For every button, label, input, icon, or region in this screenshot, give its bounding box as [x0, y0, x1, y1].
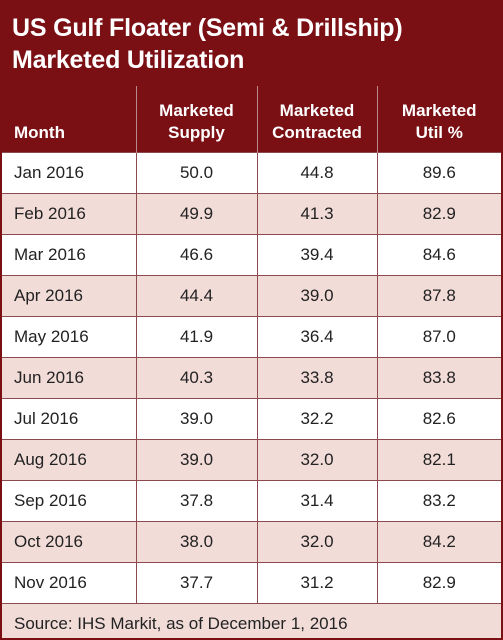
month-cell: Feb 2016: [2, 192, 136, 234]
month-cell: Jul 2016: [2, 397, 136, 439]
month-cell: May 2016: [2, 315, 136, 357]
column-header-line: Util %: [415, 122, 463, 142]
value-cell: 36.4: [256, 315, 377, 357]
value-cell: 32.2: [256, 397, 377, 439]
table-row: May 2016 41.9 36.4 87.0: [2, 315, 501, 357]
source-row: Source: IHS Markit, as of December 1, 20…: [2, 602, 501, 638]
value-cell: 82.1: [376, 438, 501, 480]
column-header-2: Marketed Contracted: [256, 86, 377, 152]
column-header-line: Marketed: [159, 100, 234, 120]
value-cell: 49.9: [135, 192, 257, 234]
table-row: Apr 2016 44.4 39.0 87.8: [2, 274, 501, 316]
table-row: Nov 2016 37.7 31.2 82.9: [2, 561, 501, 603]
column-header-line: Contracted: [272, 122, 362, 142]
table-row: Jul 2016 39.0 32.2 82.6: [2, 397, 501, 439]
value-cell: 37.7: [135, 561, 257, 603]
column-header-line: Marketed: [401, 100, 477, 120]
header-row: Month Marketed Supply Marketed Contracted Mar…: [2, 86, 501, 152]
value-cell: 39.0: [135, 438, 257, 480]
value-cell: 44.4: [135, 274, 257, 316]
table-header: Month Marketed Supply Marketed Contracted Mar…: [2, 86, 501, 152]
column-header-line: Month: [14, 122, 65, 142]
value-cell: 32.0: [256, 438, 377, 480]
value-cell: 44.8: [256, 151, 377, 193]
value-cell: 82.9: [376, 561, 501, 603]
column-header-3: Marketed Util %: [376, 86, 501, 152]
table-row: Aug 2016 39.0 32.0 82.1: [2, 438, 501, 480]
value-cell: 39.0: [256, 274, 377, 316]
value-cell: 87.0: [376, 315, 501, 357]
month-cell: Jun 2016: [2, 356, 136, 398]
value-cell: 82.9: [376, 192, 501, 234]
value-cell: 87.8: [376, 274, 501, 316]
column-header-1: Marketed Supply: [135, 86, 257, 152]
value-cell: 84.6: [376, 233, 501, 275]
month-cell: Apr 2016: [2, 274, 136, 316]
value-cell: 89.6: [376, 151, 501, 193]
value-cell: 37.8: [135, 479, 257, 521]
table-body: Jan 2016 50.0 44.8 89.6 Feb 2016 49.9 41.3 82.9…: [2, 151, 501, 603]
value-cell: 38.0: [135, 520, 257, 562]
value-cell: 31.4: [256, 479, 377, 521]
value-cell: 31.2: [256, 561, 377, 603]
value-cell: 33.8: [256, 356, 377, 398]
table-title: US Gulf Floater (Semi & Drillship) Marke…: [2, 2, 501, 86]
month-cell: Jan 2016: [2, 151, 136, 193]
value-cell: 32.0: [256, 520, 377, 562]
value-cell: 84.2: [376, 520, 501, 562]
column-header-line: Supply: [168, 122, 225, 142]
month-cell: Oct 2016: [2, 520, 136, 562]
table-row: Sep 2016 37.8 31.4 83.2: [2, 479, 501, 521]
value-cell: 50.0: [135, 151, 257, 193]
table-row: Jan 2016 50.0 44.8 89.6: [2, 151, 501, 193]
value-cell: 83.2: [376, 479, 501, 521]
utilization-table: Month Marketed Supply Marketed Contracted Mar…: [2, 86, 501, 638]
month-cell: Aug 2016: [2, 438, 136, 480]
value-cell: 82.6: [376, 397, 501, 439]
month-cell: Sep 2016: [2, 479, 136, 521]
table-row: Feb 2016 49.9 41.3 82.9: [2, 192, 501, 234]
value-cell: 83.8: [376, 356, 501, 398]
value-cell: 41.3: [256, 192, 377, 234]
source-note: Source: IHS Markit, as of December 1, 20…: [2, 602, 501, 638]
value-cell: 39.4: [256, 233, 377, 275]
value-cell: 46.6: [135, 233, 257, 275]
value-cell: 40.3: [135, 356, 257, 398]
table-row: Oct 2016 38.0 32.0 84.2: [2, 520, 501, 562]
title-line-2: Marketed Utilization: [12, 46, 245, 74]
table-row: Jun 2016 40.3 33.8 83.8: [2, 356, 501, 398]
month-cell: Mar 2016: [2, 233, 136, 275]
title-line-1: US Gulf Floater (Semi & Drillship): [12, 14, 403, 42]
table-row: Mar 2016 46.6 39.4 84.6: [2, 233, 501, 275]
value-cell: 41.9: [135, 315, 257, 357]
value-cell: 39.0: [135, 397, 257, 439]
column-header-0: Month: [2, 86, 136, 152]
column-header-line: Marketed: [279, 100, 355, 120]
month-cell: Nov 2016: [2, 561, 136, 603]
